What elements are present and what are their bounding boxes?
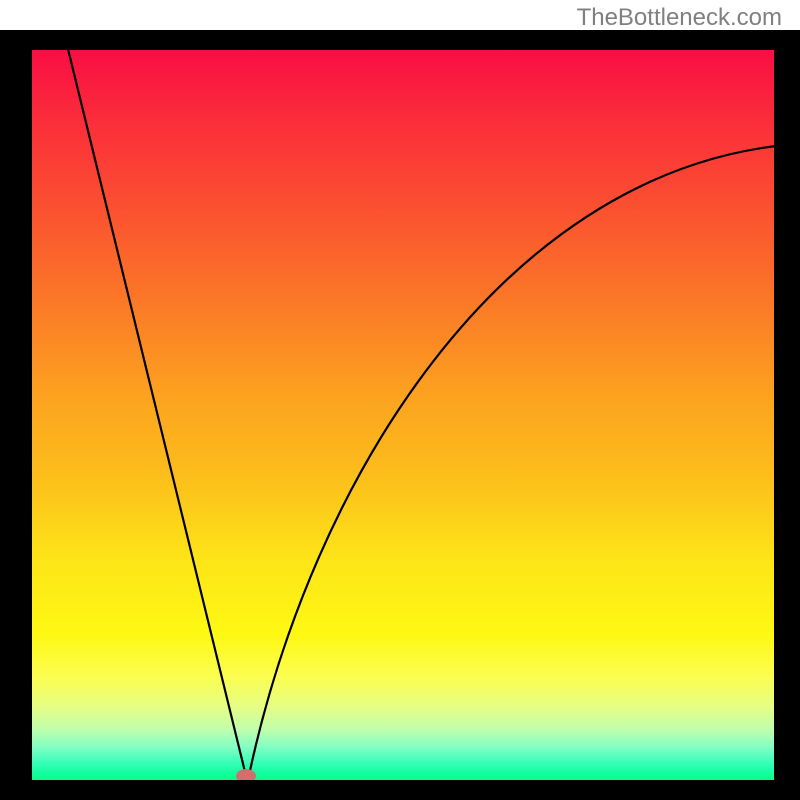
gradient-background: [32, 50, 774, 780]
chart-border-right: [774, 30, 800, 800]
watermark-text: TheBottleneck.com: [577, 4, 782, 32]
plot-area: [32, 50, 774, 780]
curve-svg: [32, 50, 774, 780]
chart-border-bottom: [0, 780, 800, 800]
chart-border-left: [0, 30, 32, 800]
chart-border-top: [0, 30, 800, 50]
